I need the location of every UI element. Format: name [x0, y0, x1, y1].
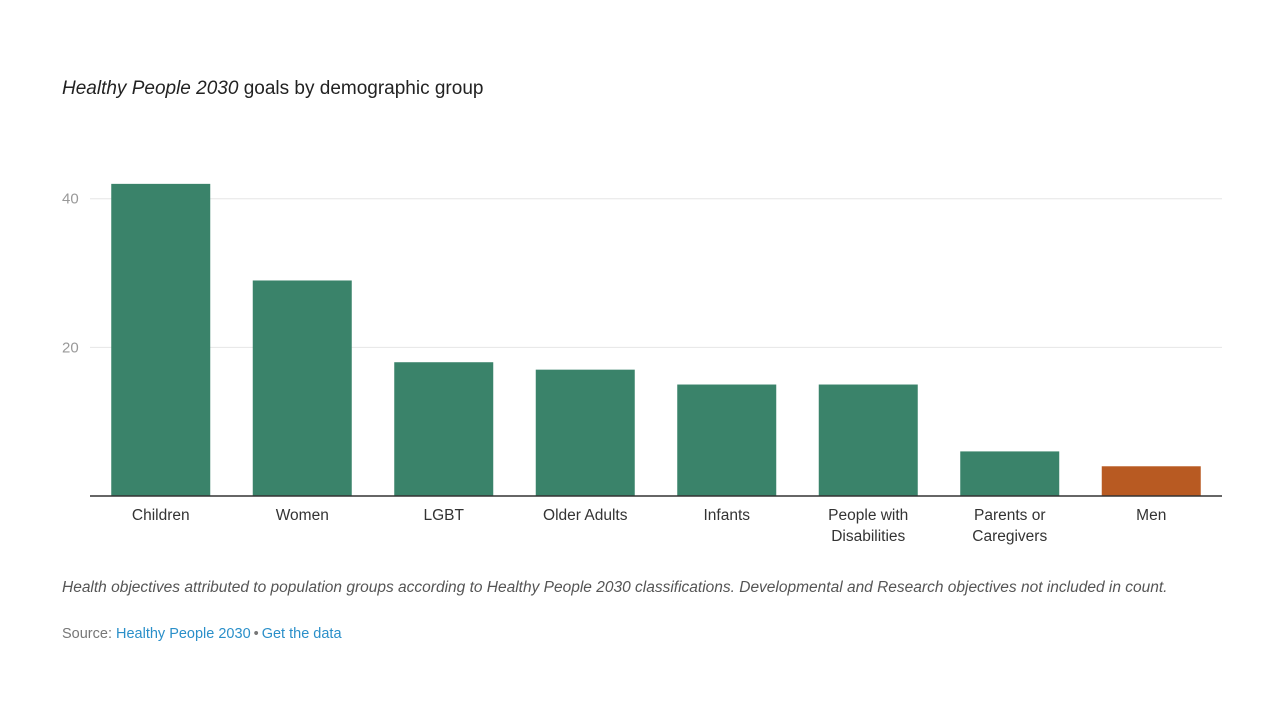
get-the-data-link[interactable]: Get the data	[261, 626, 342, 642]
tick-labels: 20 40 Children Women LGBT Older Adults Infants…	[62, 191, 1166, 545]
bar	[111, 183, 211, 496]
x-tick-label: Children	[132, 507, 190, 524]
x-tick-label: Men	[1136, 507, 1166, 524]
bar	[535, 369, 635, 496]
chart-title: Healthy People 2030 goals by demographic…	[62, 78, 483, 100]
x-tick-label: People with Disabilities	[828, 507, 908, 545]
chart-title-italic: Healthy People 2030	[62, 78, 239, 99]
bars	[111, 183, 1201, 496]
bar	[677, 384, 777, 496]
y-tick-label: 40	[62, 191, 79, 208]
bar	[394, 362, 494, 496]
bar	[252, 280, 352, 496]
bar	[960, 451, 1060, 496]
bar-chart: 20 40 Children Women LGBT Older Adults Infants…	[62, 183, 1222, 545]
x-tick-label: Parents or Caregivers	[972, 507, 1047, 545]
chart-note: Health objectives attributed to populati…	[62, 579, 1168, 596]
x-tick-label: Women	[276, 507, 329, 524]
source-line: Source: Healthy People 2030 • Get the data	[62, 626, 342, 642]
source-label: Source:	[62, 626, 116, 642]
x-tick-label: Infants	[703, 507, 750, 524]
x-tick-label: Older Adults	[543, 507, 628, 524]
x-tick-label: LGBT	[424, 507, 465, 524]
chart-title-rest: goals by demographic group	[238, 78, 484, 99]
bar	[1101, 466, 1201, 496]
source-separator: •	[253, 626, 259, 642]
source-link-healthy-people[interactable]: Healthy People 2030	[116, 626, 251, 642]
y-tick-label: 20	[62, 339, 79, 356]
bar	[818, 384, 918, 496]
